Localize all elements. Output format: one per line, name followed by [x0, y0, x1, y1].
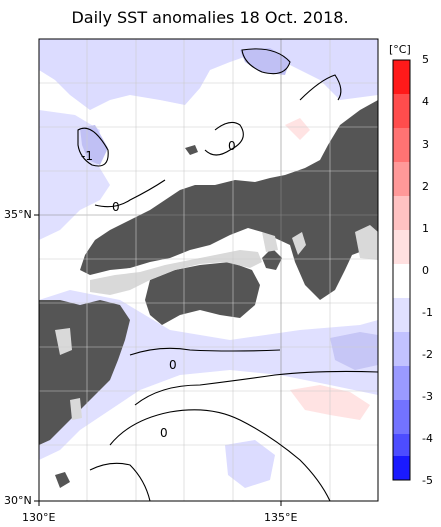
colorbar-swatch [393, 366, 410, 400]
contour-lines [77, 48, 379, 502]
colorbar-tick: -3 [422, 390, 433, 403]
colorbar-swatch [393, 456, 410, 480]
colder-anomaly-east [330, 332, 378, 370]
bay-kagoshima [70, 398, 82, 420]
warm-anomaly-northeast [285, 118, 310, 140]
contour-zero-west [94, 179, 166, 208]
land-shikoku [145, 262, 260, 325]
land-tsushima [185, 145, 198, 155]
cold-anomaly-north [39, 39, 378, 110]
axis-ticks [34, 214, 282, 506]
colorbar-swatch [393, 332, 410, 366]
colorbar-tick: 1 [422, 222, 429, 235]
contour-label: 0 [160, 426, 168, 440]
colorbar-unit: [°C] [389, 43, 411, 56]
contour-zero-north-long [299, 74, 342, 101]
colorbar-tick: -5 [422, 474, 433, 487]
contour-label: 0 [112, 200, 120, 214]
colorbar-swatch [393, 230, 410, 264]
lat-label-35: 35°N [4, 208, 32, 221]
lake-biwa [292, 232, 306, 255]
colorbar-swatch [393, 60, 410, 94]
map-title: Daily SST anomalies 18 Oct. 2018. [71, 8, 349, 27]
bay-ise [355, 225, 378, 260]
colorbar-tick: 2 [422, 180, 429, 193]
colorbar [392, 59, 411, 481]
lat-label-30: 30°N [4, 494, 32, 507]
land-small-island-south [55, 472, 70, 488]
colorbar-swatch [393, 162, 410, 196]
colorbar-tick: -1 [422, 306, 433, 319]
contour-label: 0 [228, 139, 236, 153]
colorbar-swatch [393, 196, 410, 230]
colorbar-swatch [393, 434, 410, 456]
colorbar-tick: -2 [422, 348, 433, 361]
bay-osaka [262, 232, 278, 252]
contour-label: 0 [169, 358, 177, 372]
land-honshu [80, 100, 378, 300]
colorbar-swatch [393, 94, 410, 128]
colorbar-tick: 0 [422, 264, 429, 277]
colorbar-tick: 5 [422, 53, 429, 66]
map-frame [38, 38, 379, 502]
contour-label: -1 [81, 149, 93, 163]
colder-anomaly-patch-2 [240, 48, 290, 75]
cold-anomaly-south-patch [225, 440, 275, 488]
colorbar-swatch [393, 128, 410, 162]
bay-ariake [55, 328, 72, 355]
contour-minus1-west [77, 127, 109, 167]
colorbar-frame [392, 59, 411, 481]
lon-label-135: 135°E [264, 511, 298, 524]
inland-sea-seto [90, 250, 262, 295]
contour-zero-south [134, 370, 379, 406]
contour-zero-southwest [89, 462, 151, 502]
contour-zero-north [204, 121, 244, 156]
colorbar-swatch [393, 400, 410, 434]
colorbar-swatch [393, 264, 410, 298]
contour-zero-mid [129, 347, 281, 356]
colorbar-swatch [393, 298, 410, 332]
contour-zero-south-2 [109, 409, 331, 502]
contour-minus1-northeast [241, 48, 291, 75]
colorbar-tick: 3 [422, 138, 429, 151]
colorbar-tick: 4 [422, 95, 429, 108]
colorbar-tick: -4 [422, 432, 433, 445]
contour-label-group: 0 -1 0 0 0 [81, 139, 236, 440]
lon-label-130: 130°E [22, 511, 56, 524]
